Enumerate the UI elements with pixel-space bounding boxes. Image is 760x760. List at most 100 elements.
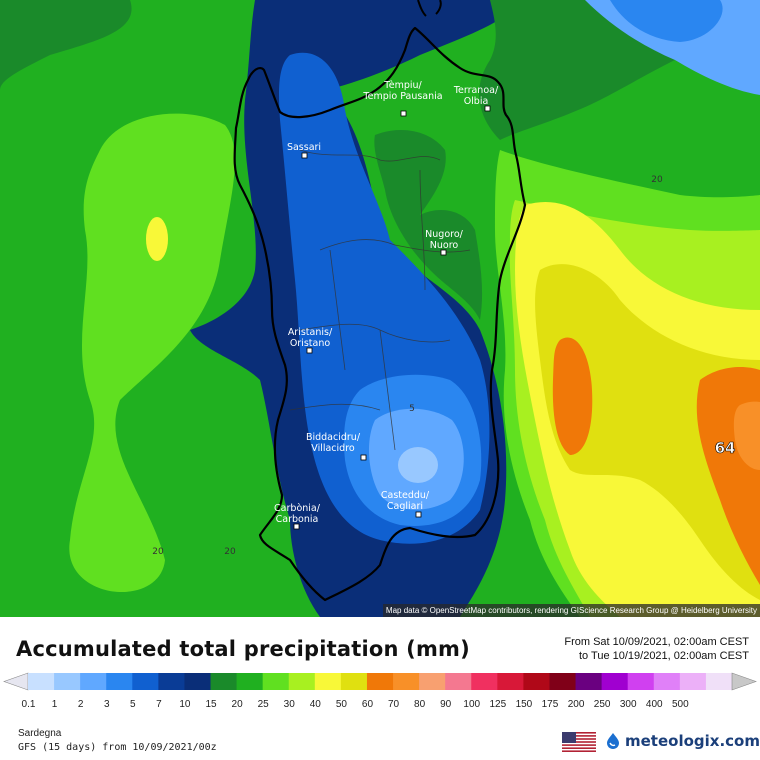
scale-swatch [679, 673, 707, 690]
svg-text:Tèmpiu/: Tèmpiu/ [383, 80, 422, 91]
scale-swatch [184, 673, 212, 690]
scale-swatch [497, 673, 524, 690]
svg-text:Nugoro/: Nugoro/ [425, 229, 463, 240]
scale-tick-label: 400 [646, 699, 663, 709]
scale-swatch [340, 673, 368, 690]
svg-text:Oristano: Oristano [290, 338, 331, 349]
scale-swatch [653, 673, 681, 690]
scale-tick-label: 200 [568, 699, 585, 709]
scale-tick-label: 20 [232, 699, 244, 709]
scale-tick-label: 500 [672, 699, 689, 709]
scale-swatch [288, 673, 316, 690]
field-blue-pale [398, 447, 438, 483]
scale-tick-label: 80 [414, 699, 426, 709]
region-name: Sardegna [18, 728, 62, 739]
isoline-label: 5 [409, 404, 415, 414]
sardinia-coastline [233, 26, 527, 602]
scale-tick-label: 125 [489, 699, 506, 709]
place-sassari[interactable]: Sassari [287, 142, 321, 159]
scale-swatch [523, 673, 550, 690]
scale-swatch [575, 673, 603, 690]
precipitation-map[interactable]: 20 5 20 20 Tèmpiu/ Tempio Pausania Terra… [0, 0, 760, 617]
meteologix-brand[interactable]: meteologix.com [604, 731, 760, 751]
corsica-coastline [417, 0, 442, 17]
scale-swatch [106, 673, 133, 690]
place-olbia[interactable]: Terranoa/ Olbia [453, 85, 499, 112]
legend-title: Accumulated total precipitation (mm) [16, 637, 470, 661]
isoline-label: 20 [651, 175, 663, 185]
place-nuoro[interactable]: Nugoro/ Nuoro [425, 229, 464, 256]
svg-text:Aristanis/: Aristanis/ [288, 327, 333, 338]
svg-text:Biddacidru/: Biddacidru/ [306, 432, 361, 443]
scale-tick-label: 10 [179, 699, 191, 709]
scale-swatch [28, 673, 55, 690]
scale-swatch [236, 673, 264, 690]
scale-tick-label: 175 [542, 699, 559, 709]
field-light-green-west [69, 113, 235, 593]
scale-swatch [549, 673, 577, 690]
svg-text:Carbònia/: Carbònia/ [274, 503, 321, 514]
scale-swatch [419, 673, 446, 690]
province-borders [289, 149, 471, 451]
place-tempio[interactable]: Tèmpiu/ Tempio Pausania [362, 80, 443, 117]
svg-text:Carbonia: Carbonia [276, 514, 319, 525]
scale-tick-label: 250 [594, 699, 611, 709]
scale-swatch [627, 673, 655, 690]
period-from: From Sat 10/09/2021, 02:00am CEST [564, 636, 749, 648]
field-orange-core [733, 401, 760, 470]
scale-swatch [471, 673, 498, 690]
field-lime-patch [146, 217, 168, 261]
scale-arrow-high [731, 672, 757, 691]
scale-swatch [366, 673, 394, 690]
svg-text:Cagliari: Cagliari [387, 501, 423, 512]
max-value-label: 64 [715, 439, 736, 457]
scale-tick-label: 100 [463, 699, 480, 709]
scale-swatch [393, 673, 420, 690]
color-scale: 0.1 1 2 3 5 7 10 15 20 25 30 40 50 60 70 80 90 100 125 150 1… [3, 672, 757, 709]
scale-swatch [262, 673, 290, 690]
scale-tick-label: 25 [258, 699, 270, 709]
model-run: GFS (15 days) from 10/09/2021/00z [18, 742, 217, 753]
map-attribution: Map data © OpenStreetMap contributors, r… [382, 604, 760, 617]
scale-tick-label: 50 [336, 699, 348, 709]
scale-tick-label: 70 [388, 699, 400, 709]
scale-swatch [54, 673, 81, 690]
scale-tick-label: 40 [310, 699, 322, 709]
scale-tick-label: 300 [620, 699, 637, 709]
scale-swatch [158, 673, 185, 690]
scale-tick-label: 150 [516, 699, 533, 709]
svg-text:Casteddu/: Casteddu/ [381, 490, 430, 501]
period-to: to Tue 10/19/2021, 02:00am CEST [578, 650, 749, 662]
isoline-label: 20 [152, 547, 164, 557]
svg-text:Nuoro: Nuoro [430, 240, 459, 251]
scale-swatch [80, 673, 107, 690]
field-green-southwest [0, 0, 132, 90]
scale-swatch [210, 673, 238, 690]
scale-tick-label: 60 [362, 699, 374, 709]
scale-swatch [314, 673, 342, 690]
scale-tick-label: 3 [104, 699, 110, 709]
field-orange-west [552, 337, 593, 455]
scale-tick-label: 90 [440, 699, 452, 709]
scale-swatch [705, 673, 733, 690]
svg-text:Tempio Pausania: Tempio Pausania [362, 91, 442, 102]
scale-tick-label: 2 [78, 699, 84, 709]
scale-tick-label: 0.1 [22, 699, 36, 709]
scale-tick-label: 5 [130, 699, 136, 709]
scale-arrow-low [3, 672, 29, 691]
brand-name: meteologix.com [625, 732, 760, 750]
svg-text:Olbia: Olbia [464, 96, 489, 107]
scale-swatch [132, 673, 159, 690]
svg-text:Sassari: Sassari [287, 142, 321, 153]
place-oristano[interactable]: Aristanis/ Oristano [288, 327, 333, 354]
field-blue-northeast-core [610, 0, 723, 42]
us-flag-icon[interactable] [562, 732, 596, 752]
scale-tick-label: 30 [284, 699, 296, 709]
place-carbonia[interactable]: Carbònia/ Carbonia [274, 503, 321, 530]
place-cagliari[interactable]: Casteddu/ Cagliari [381, 490, 430, 518]
svg-text:Terranoa/: Terranoa/ [453, 85, 499, 96]
scale-swatch [601, 673, 629, 690]
scale-tick-label: 15 [205, 699, 217, 709]
place-villacidro[interactable]: Biddacidru/ Villacidro [306, 432, 367, 461]
field-green-dark-east2 [374, 130, 483, 320]
